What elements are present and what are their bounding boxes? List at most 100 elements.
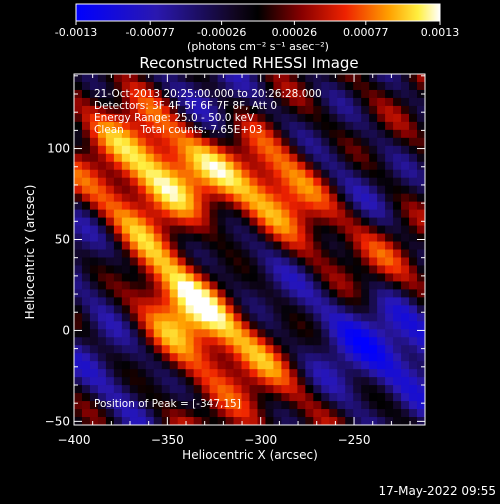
heatmap-cell [97, 353, 107, 362]
heatmap-cell [345, 257, 354, 267]
heatmap-cell [113, 74, 123, 83]
heatmap-cell [313, 113, 322, 123]
heatmap-cell [353, 201, 362, 211]
heatmap-cell [129, 217, 139, 227]
heatmap-cell [281, 361, 290, 370]
heatmap-cell [74, 97, 83, 107]
heatmap-cell [289, 113, 298, 123]
heatmap-cell [89, 89, 99, 99]
heatmap-cell [313, 153, 322, 163]
heatmap-cell [297, 97, 306, 107]
heatmap-cell [81, 105, 91, 115]
heatmap-cell [337, 193, 346, 203]
heatmap-cell [193, 393, 203, 402]
heatmap-cell [273, 81, 283, 91]
heatmap-cell [217, 177, 227, 187]
heatmap-cell [337, 97, 346, 107]
heatmap-cell [177, 177, 187, 187]
heatmap-cell [177, 321, 187, 330]
heatmap-cell [353, 353, 362, 362]
heatmap-cell [161, 217, 171, 227]
heatmap-cell [121, 153, 131, 163]
heatmap-cell [137, 321, 147, 330]
heatmap-cell [289, 89, 298, 99]
heatmap-cell [74, 209, 83, 219]
heatmap-cell [145, 321, 155, 330]
heatmap-cell [265, 353, 275, 362]
heatmap-cell [97, 273, 107, 283]
heatmap-cell [393, 217, 402, 227]
heatmap-cell [305, 177, 314, 187]
heatmap-cell [209, 241, 219, 251]
heatmap-cell [81, 113, 91, 123]
heatmap-cell [233, 169, 243, 179]
heatmap-cell [137, 233, 147, 243]
heatmap-cell [193, 225, 203, 235]
heatmap-cell [225, 201, 235, 211]
heatmap-cell [129, 129, 139, 139]
heatmap-cell [81, 281, 91, 290]
heatmap-cell [249, 241, 259, 251]
heatmap-cell [353, 329, 362, 338]
heatmap-cell [345, 89, 354, 99]
heatmap-cell [401, 305, 410, 314]
heatmap-cell [74, 169, 83, 179]
heatmap-cell [74, 233, 83, 243]
heatmap-cell [369, 409, 378, 418]
heatmap-cell [169, 137, 179, 147]
heatmap-cell [361, 113, 370, 123]
heatmap-cell [361, 169, 370, 179]
heatmap-cell [113, 265, 123, 275]
heatmap-cell [185, 161, 195, 171]
info-clean: Clean Total counts: 7.65E+03 [94, 124, 263, 136]
heatmap-cell [369, 257, 378, 267]
heatmap-cell [129, 313, 139, 322]
heatmap-cell [225, 169, 235, 179]
heatmap-cell [241, 313, 251, 322]
heatmap-cell [409, 217, 418, 227]
heatmap-cell [345, 337, 354, 346]
heatmap-cell [265, 233, 275, 243]
heatmap-cell [201, 81, 211, 91]
heatmap-cell [193, 369, 203, 378]
heatmap-cell [313, 369, 322, 378]
heatmap-cell [233, 145, 243, 155]
heatmap-cell [401, 145, 410, 155]
heatmap-cell [225, 225, 235, 235]
heatmap-cell [345, 177, 354, 187]
heatmap-cell [249, 81, 259, 91]
heatmap-cell [385, 409, 394, 418]
heatmap-cell [81, 353, 91, 362]
heatmap-cell [169, 377, 179, 386]
heatmap-cell [241, 74, 251, 83]
heatmap-cell [273, 113, 283, 123]
heatmap-cell [313, 233, 322, 243]
heatmap-cell [281, 393, 290, 402]
heatmap-cell [409, 169, 418, 179]
heatmap-cell [393, 249, 402, 259]
heatmap-cell [337, 153, 346, 163]
heatmap-cell [217, 297, 227, 306]
heatmap-cell [249, 265, 259, 275]
heatmap-cell [97, 313, 107, 322]
heatmap-cell [385, 321, 394, 330]
heatmap-cell [393, 313, 402, 322]
heatmap-cell [225, 249, 235, 259]
heatmap-cell [417, 265, 425, 275]
heatmap-cell [297, 305, 306, 314]
heatmap-cell [217, 313, 227, 322]
heatmap-cell [201, 74, 211, 83]
heatmap-cell [249, 169, 259, 179]
heatmap-cell [393, 137, 402, 147]
heatmap-cell [377, 289, 386, 298]
heatmap-cell [265, 177, 275, 187]
heatmap-cell [89, 129, 99, 139]
heatmap-cell [345, 105, 354, 115]
heatmap-cell [321, 225, 330, 235]
heatmap-cell [289, 257, 298, 267]
heatmap-cell [393, 265, 402, 275]
heatmap-cell [169, 305, 179, 314]
heatmap-cell [401, 393, 410, 402]
heatmap-cell [201, 345, 211, 354]
heatmap-cell [153, 321, 163, 330]
